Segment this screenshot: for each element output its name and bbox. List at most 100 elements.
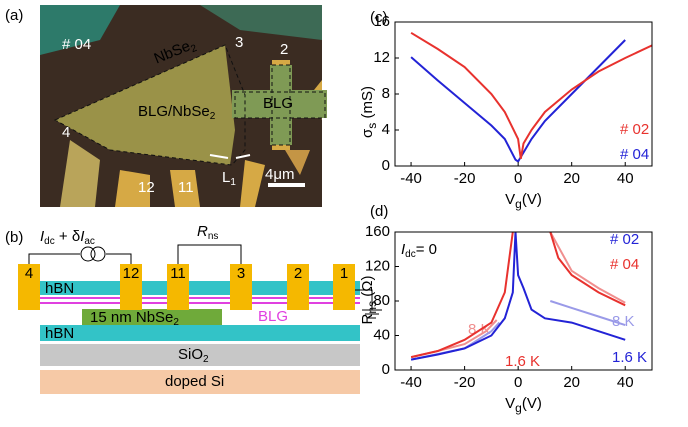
text: = 0 — [416, 241, 437, 258]
series-label: 1.6 K — [612, 349, 647, 366]
text: σ — [359, 128, 376, 138]
contact-label: 12 — [123, 265, 140, 282]
contact-label: 1 — [333, 105, 341, 122]
text: 15 nm NbSe — [90, 309, 173, 326]
series-label: 8 K — [612, 313, 635, 330]
series-label: 1.6 K — [505, 353, 540, 370]
sample-label: # 04 — [620, 146, 649, 163]
contact-label: 4 — [25, 265, 33, 282]
micrograph — [40, 5, 327, 207]
text: BLG/NbSe — [138, 103, 210, 120]
x-tick-label: 0 — [514, 374, 522, 391]
x-tick-label: -40 — [400, 374, 422, 391]
sample-label: # 02 — [610, 231, 639, 248]
text: ns — [208, 231, 219, 242]
text: g — [515, 401, 522, 415]
current-label: Idc + δIac — [40, 228, 95, 247]
y-tick-label: 160 — [365, 223, 390, 240]
text: 1 — [230, 177, 236, 188]
layer-label: 15 nm NbSe2 — [90, 309, 179, 328]
text: dc — [405, 249, 416, 260]
y-tick-label: 0 — [382, 157, 390, 174]
y-tick-label: 40 — [373, 326, 390, 343]
y-tick-label: 120 — [365, 257, 390, 274]
text: I — [80, 228, 84, 245]
sample-label: # 04 — [610, 256, 639, 273]
text: (V) — [522, 395, 542, 412]
sample-label: # 02 — [620, 121, 649, 138]
contact-label: 11 — [170, 265, 186, 282]
text: SiO — [178, 346, 203, 363]
y-axis-label: σs (mS) — [359, 86, 379, 138]
y-axis-label: Rns (Ω) — [359, 276, 379, 325]
x-tick-label: -20 — [454, 374, 476, 391]
x-tick-label: 20 — [563, 170, 580, 187]
contact-label: 2 — [294, 265, 302, 282]
layer-label: SiO2 — [178, 346, 209, 365]
panel-label: (b) — [5, 229, 23, 246]
x-tick-label: -40 — [400, 170, 422, 187]
text: 2 — [189, 42, 199, 54]
text: 2 — [203, 354, 209, 365]
series-line — [410, 39, 626, 163]
sample-label: # 04 — [62, 36, 91, 53]
contact-label: 4 — [62, 124, 70, 141]
y-tick-label: 0 — [382, 361, 390, 378]
x-tick-label: 40 — [617, 170, 634, 187]
text: 2 — [210, 111, 216, 122]
text: ac — [84, 236, 95, 247]
contact-label: 3 — [237, 265, 245, 282]
contact-label: 1 — [340, 265, 348, 282]
panel-label: (d) — [370, 203, 388, 220]
layer-label: doped Si — [165, 373, 224, 390]
text: ns — [365, 301, 379, 314]
x-tick-label: 20 — [563, 374, 580, 391]
flake-label: BLG — [263, 95, 293, 112]
x-tick-label: -20 — [454, 170, 476, 187]
text: (mS) — [359, 86, 376, 123]
y-tick-label: 12 — [373, 49, 390, 66]
x-tick-label: 40 — [617, 374, 634, 391]
text: R — [359, 313, 376, 324]
text: (V) — [522, 191, 542, 208]
contact-label: 2 — [280, 41, 288, 58]
resistance-label: Rns — [197, 223, 218, 242]
scale-bar-label: 4μm — [265, 166, 294, 183]
series-line — [410, 232, 626, 361]
text: L — [222, 169, 230, 186]
text: + δ — [55, 228, 80, 245]
series-line — [410, 31, 652, 159]
text: I — [401, 241, 405, 258]
contact-label: 11 — [178, 179, 194, 196]
layer-label: hBN — [45, 325, 74, 342]
y-tick-label: 80 — [373, 292, 390, 309]
series-line — [410, 232, 626, 359]
text: V — [505, 395, 515, 412]
contact-label: 3 — [235, 34, 243, 51]
text: s — [365, 123, 379, 129]
contact-label: 12 — [138, 179, 155, 196]
series-line — [410, 232, 626, 359]
text: (Ω) — [359, 276, 376, 301]
length-label: L1 — [222, 169, 236, 188]
y-tick-label: 16 — [373, 13, 390, 30]
layer-label: BLG — [258, 308, 288, 325]
x-tick-label: 0 — [514, 170, 522, 187]
layer-label: hBN — [45, 280, 74, 297]
text: I — [40, 228, 44, 245]
text: V — [505, 191, 515, 208]
text: g — [515, 197, 522, 211]
panel-label: (c) — [370, 9, 388, 26]
flake-label: BLG/NbSe2 — [138, 103, 216, 122]
x-axis-label: Vg(V) — [505, 395, 542, 415]
y-tick-label: 4 — [382, 121, 390, 138]
schematic — [18, 244, 382, 394]
text: R — [197, 223, 208, 240]
y-tick-label: 8 — [382, 85, 390, 102]
text: dc — [44, 236, 55, 247]
text: 2 — [173, 317, 179, 328]
panel-label: (a) — [5, 7, 23, 24]
x-axis-label: Vg(V) — [505, 191, 542, 211]
condition-label: Idc= 0 — [401, 241, 437, 260]
